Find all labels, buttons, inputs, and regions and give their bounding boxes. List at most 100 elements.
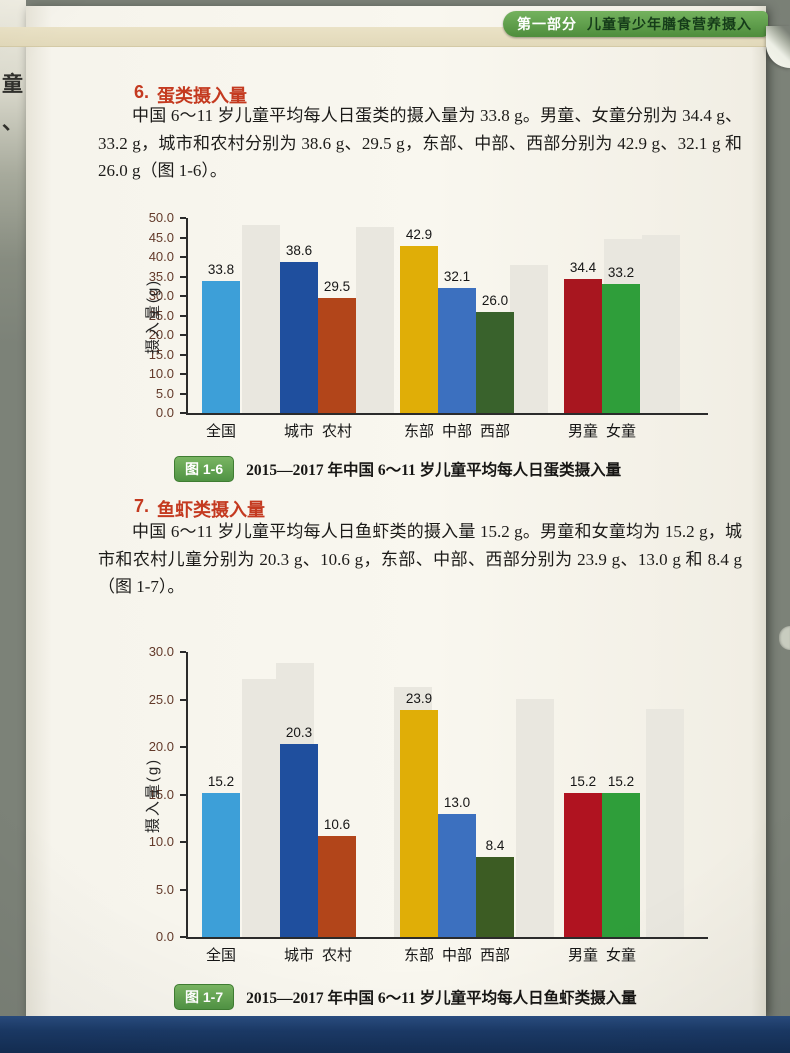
bar-girls bbox=[602, 283, 640, 413]
y-axis-tick bbox=[180, 936, 186, 938]
bar-value-rural: 29.5 bbox=[323, 278, 351, 294]
adjacent-page-edge: 童 、 bbox=[0, 0, 26, 1016]
margin-text-fragment: 、 bbox=[2, 110, 23, 134]
page-edge-tab bbox=[779, 626, 790, 650]
y-axis-tick bbox=[180, 888, 186, 891]
y-axis-tick bbox=[180, 275, 186, 278]
x-category-urban: 城市 bbox=[283, 947, 314, 964]
x-category-girls: 女童 bbox=[605, 947, 636, 964]
bar-boys bbox=[564, 278, 602, 413]
figure-caption: 2015—2017 年中国 6～11 岁儿童平均每人日蛋类摄入量 bbox=[246, 462, 622, 479]
y-axis-tick bbox=[180, 314, 186, 317]
y-tick-label: 20.0 bbox=[148, 739, 174, 754]
y-axis-label: 摄入量(g) bbox=[144, 757, 162, 833]
y-tick-label: 25.0 bbox=[148, 307, 174, 323]
bleedthrough-bar bbox=[242, 679, 280, 937]
figure-tag: 图 1-6 bbox=[174, 456, 235, 482]
y-axis-tick bbox=[180, 217, 186, 219]
margin-text-fragment: 童 bbox=[2, 72, 23, 96]
x-category-west: 西部 bbox=[479, 423, 510, 440]
y-tick-label: 15.0 bbox=[148, 786, 174, 802]
y-tick-label: 50.0 bbox=[148, 210, 174, 225]
y-tick-label: 45.0 bbox=[148, 229, 174, 245]
bar-rural bbox=[318, 836, 356, 937]
section-title: 蛋类摄入量 bbox=[157, 86, 248, 106]
plot-area: 0.0 5.0 10.0 15.0 20.0 25.0 30.0 15.2 全国 20.3 城市 10… bbox=[149, 644, 708, 964]
y-tick-label: 10.0 bbox=[148, 366, 174, 381]
bar-national bbox=[202, 792, 240, 937]
x-category-rural: 农村 bbox=[321, 423, 352, 440]
y-tick-label: 5.0 bbox=[155, 881, 174, 897]
x-category-girls: 女童 bbox=[605, 423, 636, 440]
bar-value-girls: 33.2 bbox=[607, 264, 635, 280]
bar-value-central: 13.0 bbox=[443, 794, 471, 810]
bar-central bbox=[438, 813, 476, 937]
bar-value-central: 32.1 bbox=[443, 268, 471, 284]
x-category-national: 全国 bbox=[205, 947, 236, 964]
x-category-east: 东部 bbox=[403, 423, 434, 440]
bleedthrough-bar bbox=[642, 235, 680, 413]
bar-national bbox=[202, 281, 240, 413]
y-tick-label: 0.0 bbox=[155, 405, 174, 420]
bar-girls bbox=[602, 792, 640, 937]
section-number: 7. bbox=[134, 496, 150, 516]
part-title: 儿童青少年膳食营养摄入 bbox=[587, 16, 752, 32]
x-category-boys: 男童 bbox=[567, 947, 598, 964]
bar-value-east: 23.9 bbox=[405, 690, 433, 706]
bar-value-urban: 20.3 bbox=[285, 725, 313, 741]
x-category-east: 东部 bbox=[403, 947, 434, 964]
y-tick-label: 25.0 bbox=[148, 691, 174, 707]
section-7-heading: 7. 鱼虾类摄入量 bbox=[134, 496, 265, 522]
part-label: 第一部分 bbox=[517, 16, 577, 32]
bar-central bbox=[438, 287, 476, 413]
y-axis-tick bbox=[180, 373, 186, 375]
bar-value-east: 42.9 bbox=[405, 226, 433, 242]
bar-value-urban: 38.6 bbox=[285, 243, 313, 259]
x-category-urban: 城市 bbox=[283, 423, 314, 440]
bar-value-national: 15.2 bbox=[207, 773, 235, 789]
y-tick-label: 15.0 bbox=[148, 346, 174, 362]
bar-rural bbox=[318, 297, 356, 413]
y-tick-label: 30.0 bbox=[148, 644, 174, 659]
x-category-central: 中部 bbox=[441, 423, 472, 440]
bar-west bbox=[476, 311, 514, 413]
bar-value-girls: 15.2 bbox=[607, 773, 635, 789]
x-category-central: 中部 bbox=[441, 947, 472, 964]
bar-east bbox=[400, 245, 438, 413]
y-tick-label: 20.0 bbox=[148, 327, 174, 342]
bleedthrough-bar bbox=[510, 265, 548, 413]
y-tick-label: 40.0 bbox=[148, 249, 174, 264]
bar-west bbox=[476, 857, 514, 937]
x-category-rural: 农村 bbox=[321, 947, 352, 964]
y-axis-tick bbox=[180, 353, 186, 356]
figure-1-7-caption-row: 图 1-7 2015—2017 年中国 6～11 岁儿童平均每人日鱼虾类摄入量 bbox=[174, 984, 637, 1010]
section-6-heading: 6. 蛋类摄入量 bbox=[134, 82, 247, 108]
figure-caption: 2015—2017 年中国 6～11 岁儿童平均每人日鱼虾类摄入量 bbox=[246, 990, 637, 1007]
bar-value-west: 8.4 bbox=[485, 838, 505, 854]
y-axis-tick bbox=[180, 793, 186, 796]
bleedthrough-bar bbox=[356, 227, 394, 413]
egg-intake-bar-chart: 0.0 5.0 10.0 15.0 20.0 25.0 30.0 35.0 40.0 45.0 50… bbox=[122, 208, 722, 450]
y-axis-tick bbox=[180, 334, 186, 336]
bar-value-boys: 34.4 bbox=[569, 259, 597, 275]
y-axis-tick bbox=[180, 698, 186, 701]
y-tick-label: 35.0 bbox=[148, 268, 174, 284]
bar-value-rural: 10.6 bbox=[323, 817, 351, 833]
y-axis-tick bbox=[180, 256, 186, 258]
part-header: 第一部分 儿童青少年膳食营养摄入 bbox=[503, 11, 768, 37]
x-category-national: 全国 bbox=[205, 423, 236, 440]
bar-value-national: 33.8 bbox=[207, 262, 235, 278]
section-number: 6. bbox=[134, 82, 150, 102]
section-7-paragraph: 中国 6～11 岁儿童平均每人日鱼虾类的摄入量 15.2 g。男童和女童均为 1… bbox=[98, 522, 742, 596]
x-category-boys: 男童 bbox=[567, 423, 598, 440]
section-title: 鱼虾类摄入量 bbox=[157, 500, 266, 520]
y-axis-tick bbox=[180, 412, 186, 414]
y-axis-tick bbox=[180, 841, 186, 843]
page: 6. 蛋类摄入量 中国 6～11 岁儿童平均每人日蛋类的摄入量为 33.8 g。… bbox=[26, 6, 766, 1016]
bleedthrough-bar bbox=[516, 699, 554, 937]
page-corner-curl bbox=[766, 26, 790, 68]
bar-east bbox=[400, 709, 438, 937]
y-axis-tick bbox=[180, 651, 186, 653]
section-6-paragraph: 中国 6～11 岁儿童平均每人日蛋类的摄入量为 33.8 g。男童、女童分别为 … bbox=[98, 106, 742, 180]
figure-1-6-caption-row: 图 1-6 2015—2017 年中国 6～11 岁儿童平均每人日蛋类摄入量 bbox=[174, 456, 621, 482]
